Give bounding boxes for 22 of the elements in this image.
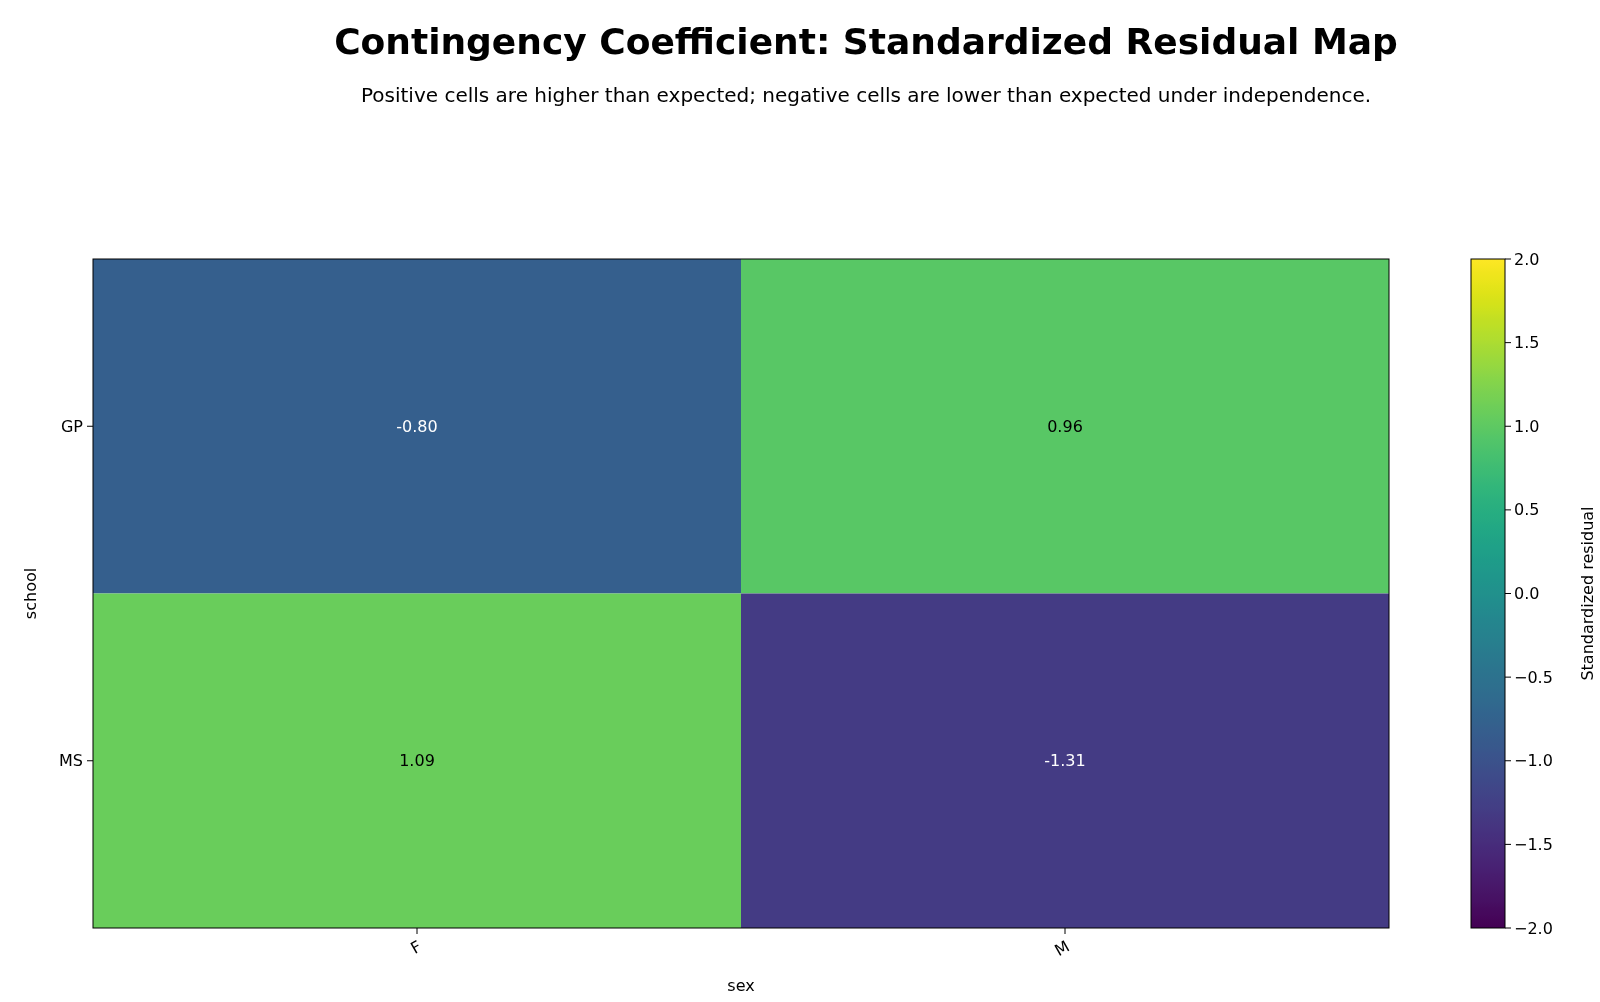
y-tick-label: MS — [59, 751, 83, 771]
color-bar-label: 0.5 — [1514, 500, 1540, 520]
x-tick-label: F — [407, 936, 425, 958]
data-label: -1.31 — [1044, 751, 1086, 771]
y-axis-title: school — [21, 567, 40, 620]
x-axis-title: sex — [727, 976, 755, 995]
data-label: 0.96 — [1047, 416, 1083, 436]
color-bar-title: Standardized residual — [1578, 506, 1597, 681]
chart-subtitle: Positive cells are higher than expected; negative cells are lower than expected under independence. — [360, 83, 1372, 107]
color-bar-label: −2.0 — [1514, 918, 1553, 938]
y-tick-label: GP — [60, 416, 84, 436]
color-bar-label: −0.5 — [1514, 667, 1553, 687]
x-tick-label: M — [1051, 936, 1073, 961]
color-bar-label: −1.0 — [1514, 751, 1553, 771]
color-bar-label: −1.5 — [1514, 834, 1553, 854]
data-label: -0.80 — [396, 416, 438, 436]
color-bar-label: 1.0 — [1514, 416, 1540, 436]
data-label: 1.09 — [399, 751, 435, 771]
color-bar-label: 0.0 — [1514, 584, 1540, 604]
color-bar-label: 1.5 — [1514, 333, 1540, 353]
color-bar-label: 2.0 — [1514, 249, 1540, 269]
chart-title: Contingency Coefficient: Standardized Residual Map — [334, 21, 1398, 62]
